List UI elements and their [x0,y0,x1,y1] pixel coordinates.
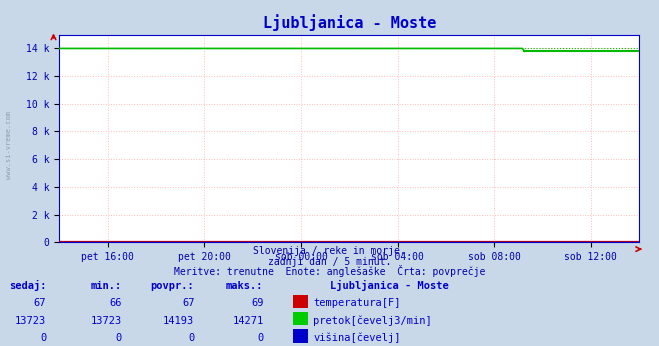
Text: 0: 0 [258,333,264,343]
Text: maks.:: maks.: [226,281,264,291]
Text: Slovenija / reke in morje.: Slovenija / reke in morje. [253,246,406,256]
Text: pretok[čevelj3/min]: pretok[čevelj3/min] [313,315,432,326]
Text: zadnji dan / 5 minut.: zadnji dan / 5 minut. [268,257,391,267]
Text: temperatura[F]: temperatura[F] [313,298,401,308]
Text: Meritve: trenutne  Enote: anglešaške  Črta: povprečje: Meritve: trenutne Enote: anglešaške Črta… [174,265,485,277]
Text: 13723: 13723 [91,316,122,326]
Text: višina[čevelj]: višina[čevelj] [313,332,401,343]
Text: 0: 0 [188,333,194,343]
Text: 66: 66 [109,298,122,308]
Text: 14271: 14271 [233,316,264,326]
Text: 13723: 13723 [15,316,46,326]
Text: 14193: 14193 [163,316,194,326]
Text: 69: 69 [251,298,264,308]
Title: Ljubljanica - Moste: Ljubljanica - Moste [262,14,436,31]
Text: sedaj:: sedaj: [9,280,46,291]
Text: 67: 67 [182,298,194,308]
Text: www.si-vreme.com: www.si-vreme.com [5,111,12,179]
Text: 67: 67 [34,298,46,308]
Text: min.:: min.: [91,281,122,291]
Text: Ljubljanica - Moste: Ljubljanica - Moste [330,280,448,291]
Text: povpr.:: povpr.: [151,281,194,291]
Text: 0: 0 [116,333,122,343]
Text: 0: 0 [40,333,46,343]
